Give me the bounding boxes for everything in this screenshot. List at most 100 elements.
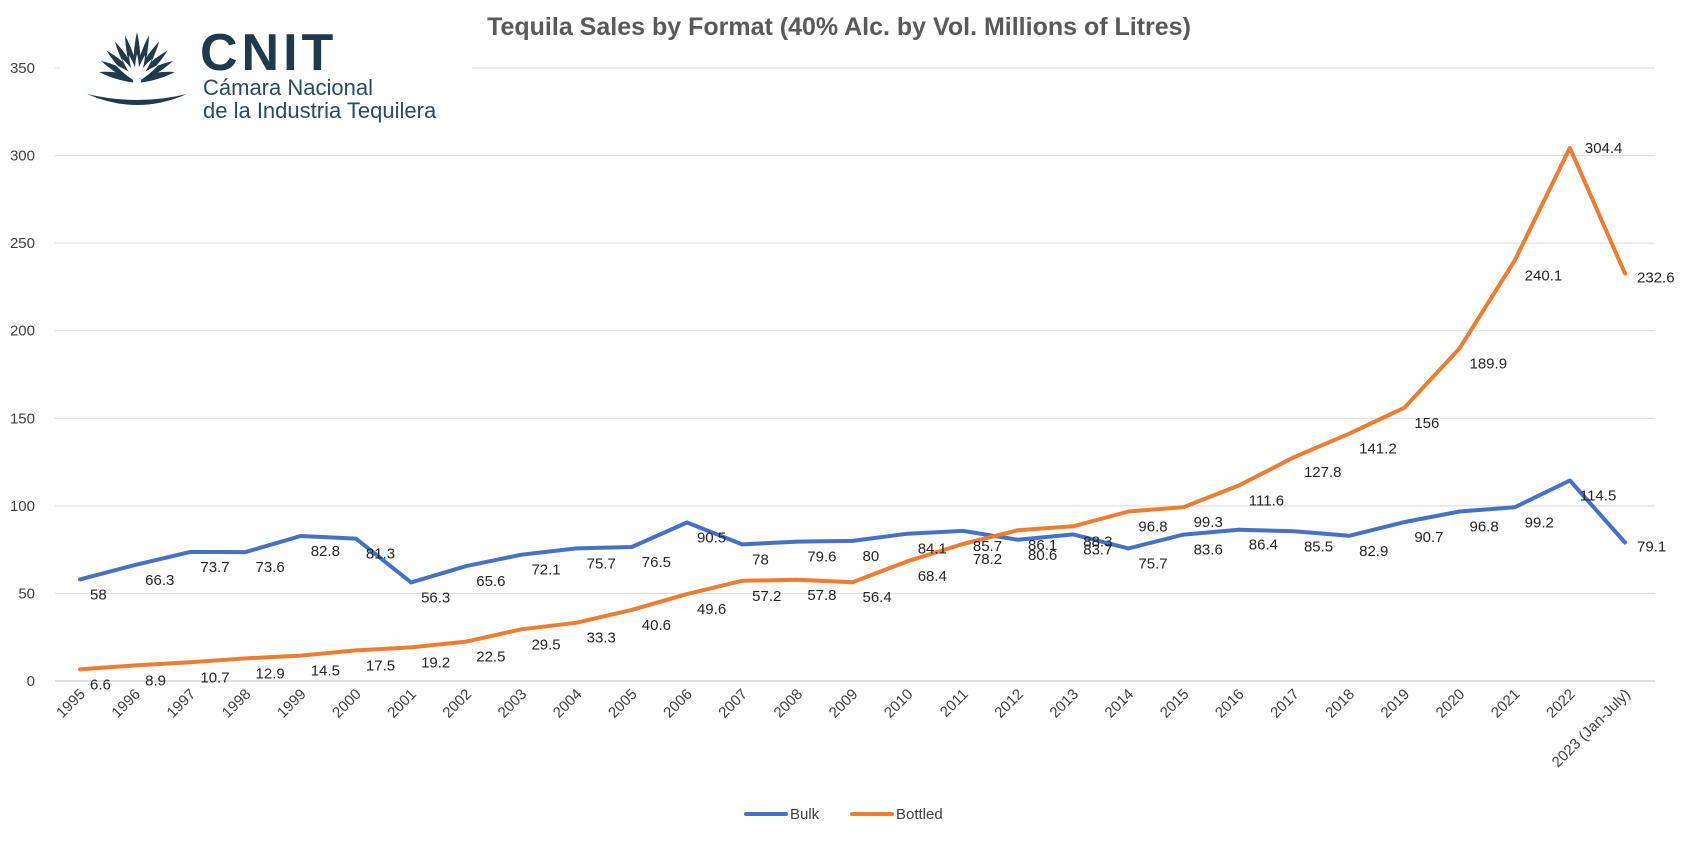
- data-label-bottled: 86.1: [1028, 537, 1057, 554]
- x-tick-label: 1999: [274, 686, 310, 722]
- data-label-bottled: 232.6: [1637, 270, 1675, 287]
- data-label-bottled: 49.6: [697, 601, 726, 618]
- data-label-bulk: 82.8: [311, 543, 340, 560]
- data-label-bottled: 8.9: [145, 672, 166, 689]
- x-tick-label: 2016: [1212, 686, 1248, 722]
- x-tick-label: 2013: [1046, 686, 1082, 722]
- data-label-bottled: 14.5: [311, 663, 340, 680]
- x-tick-label: 1995: [53, 686, 89, 722]
- data-label-bulk: 66.3: [145, 572, 174, 589]
- data-label-bulk: 84.1: [918, 541, 947, 558]
- x-tick-label: 2009: [826, 686, 862, 722]
- x-tick-label: 2002: [439, 686, 475, 722]
- data-label-bulk: 96.8: [1470, 518, 1499, 535]
- y-tick-label: 200: [10, 323, 35, 340]
- x-tick-label: 2001: [384, 686, 420, 722]
- data-label-bulk: 78: [752, 551, 769, 568]
- x-tick-label: 2007: [715, 686, 751, 722]
- x-tick-label: 2019: [1378, 686, 1414, 722]
- legend-label: Bottled: [896, 806, 943, 823]
- data-label-bulk: 99.2: [1525, 514, 1554, 531]
- data-label-bulk: 75.7: [587, 555, 616, 572]
- data-label-bulk: 114.5: [1580, 487, 1616, 504]
- data-label-bottled: 88.3: [1083, 533, 1112, 550]
- x-tick-label: 1997: [164, 686, 200, 722]
- data-label-bulk: 73.7: [200, 559, 229, 576]
- y-axis-ticks: 0 50 100 150 200 250 300 350: [10, 60, 35, 690]
- data-label-bulk: 79.6: [807, 549, 836, 566]
- logo-line-2: de la Industria Tequilera: [203, 98, 437, 123]
- data-label-bulk: 90.5: [697, 529, 726, 546]
- data-labels: 58 66.3 73.7 73.6 82.8 81.3 56.3 65.6 72.1 75.7 76…: [90, 140, 1675, 694]
- data-label-bulk: 85.7: [973, 538, 1002, 555]
- data-label-bottled: 6.6: [90, 676, 111, 693]
- data-label-bulk: 65.6: [476, 573, 505, 590]
- data-label-bottled: 156: [1414, 415, 1439, 432]
- chart-title: Tequila Sales by Format (40% Alc. by Vol…: [487, 13, 1191, 41]
- data-label-bottled: 68.4: [918, 568, 947, 585]
- x-tick-label: 1996: [108, 686, 144, 722]
- data-label-bottled: 57.8: [807, 587, 836, 604]
- series-lines: [78, 145, 1627, 672]
- data-label-bottled: 33.3: [587, 630, 616, 647]
- data-label-bottled: 141.2: [1359, 441, 1397, 458]
- y-tick-label: 50: [18, 585, 35, 602]
- x-tick-label: 2017: [1267, 686, 1303, 722]
- x-tick-label: 2003: [495, 686, 531, 722]
- legend-label: Bulk: [790, 806, 820, 823]
- data-label-bulk: 58: [90, 586, 107, 603]
- y-tick-label: 250: [10, 235, 35, 252]
- data-label-bottled: 10.7: [200, 669, 229, 686]
- x-tick-label: 2006: [660, 686, 696, 722]
- gridlines: [55, 67, 1655, 682]
- data-label-bulk: 86.4: [1249, 537, 1278, 554]
- data-label-bottled: 56.4: [863, 589, 892, 606]
- x-tick-label: 2000: [329, 686, 365, 722]
- legend-item-bottled: Bottled: [850, 806, 943, 823]
- x-tick-label: 2005: [605, 686, 641, 722]
- data-label-bottled: 127.8: [1304, 464, 1342, 481]
- x-tick-label: 2020: [1433, 686, 1469, 722]
- data-label-bottled: 111.6: [1249, 493, 1284, 510]
- data-label-bulk: 79.1: [1637, 538, 1666, 555]
- data-label-bulk: 73.6: [256, 559, 285, 576]
- agave-leaf-gap: [132, 65, 159, 84]
- data-label-bulk: 81.3: [366, 546, 395, 563]
- logo-acronym: CNIT: [200, 24, 337, 82]
- data-label-bulk: 83.6: [1194, 542, 1223, 559]
- data-label-bulk: 80: [863, 548, 880, 565]
- data-label-bottled: 17.5: [366, 657, 395, 674]
- x-tick-label: 2022: [1543, 686, 1579, 722]
- x-tick-label: 2011: [937, 686, 972, 721]
- legend: Bulk Bottled: [744, 806, 943, 823]
- data-label-bottled: 57.2: [752, 588, 781, 605]
- agave-leaf: [101, 60, 139, 83]
- data-label-bottled: 78.2: [973, 551, 1002, 568]
- data-label-bulk: 82.9: [1359, 543, 1388, 560]
- x-tick-label: 2014: [1102, 686, 1138, 722]
- y-tick-label: 350: [10, 60, 35, 77]
- data-label-bottled: 304.4: [1585, 140, 1623, 157]
- data-label-bulk: 90.7: [1414, 529, 1443, 546]
- y-tick-label: 100: [10, 498, 35, 515]
- data-label-bottled: 40.6: [642, 617, 671, 634]
- y-tick-label: 0: [27, 673, 35, 690]
- data-label-bulk: 75.7: [1138, 555, 1167, 572]
- data-label-bulk: 56.3: [421, 589, 450, 606]
- y-tick-label: 150: [10, 410, 35, 427]
- agave-base: [87, 94, 187, 105]
- data-label-bottled: 99.3: [1194, 514, 1223, 531]
- x-tick-label: 2004: [550, 686, 586, 722]
- data-label-bottled: 22.5: [476, 649, 505, 666]
- series-line-bulk: [78, 478, 1627, 585]
- x-tick-label: 2010: [881, 686, 917, 722]
- data-label-bulk: 76.5: [642, 554, 671, 571]
- data-label-bulk: 83.7: [1083, 541, 1112, 558]
- x-axis-ticks: 1995 1996 1997 1998 1999 2000 2001 2002 2003 2004…: [53, 686, 1634, 771]
- x-tick-label: 2012: [991, 686, 1027, 722]
- x-tick-label: 2021: [1488, 686, 1524, 722]
- data-label-bottled: 240.1: [1525, 267, 1563, 284]
- logo-line-1: Cámara Nacional: [203, 75, 373, 100]
